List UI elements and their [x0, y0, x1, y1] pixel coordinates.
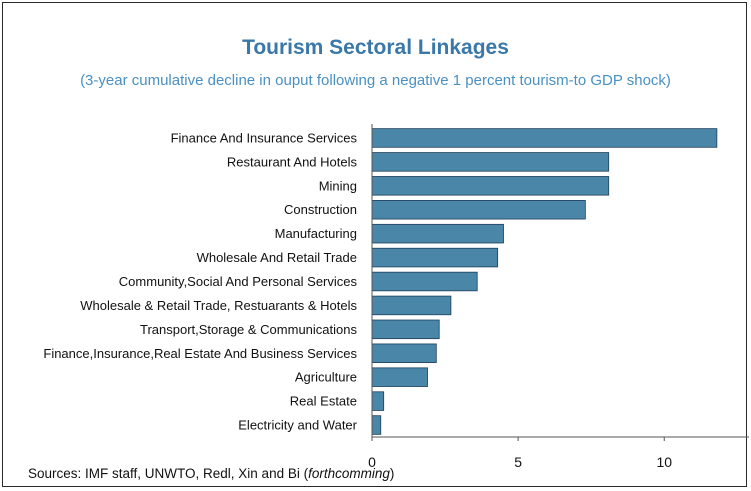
- chart-title: Tourism Sectoral Linkages: [242, 36, 509, 59]
- bar: [371, 223, 504, 244]
- category-label: Construction: [284, 202, 357, 217]
- x-tick-label: 5: [514, 454, 522, 470]
- x-axis: 0 5 10: [368, 124, 749, 470]
- category-label: Transport,Storage & Communications: [140, 322, 358, 337]
- category-label: Wholesale & Retail Trade, Restuarants & …: [80, 298, 357, 313]
- source-suffix: ): [389, 466, 395, 481]
- category-label: Finance,Insurance,Real Estate And Busine…: [43, 346, 357, 361]
- bar: [371, 391, 385, 411]
- source-text: Sources: IMF staff, UNWTO, Redl, Xin and…: [28, 466, 309, 481]
- category-label: Electricity and Water: [238, 418, 357, 433]
- bar: [371, 271, 478, 292]
- bar: [371, 152, 610, 172]
- bar: [371, 247, 499, 268]
- category-label: Manufacturing: [275, 226, 357, 241]
- bar: [371, 176, 610, 196]
- category-label: Mining: [319, 178, 357, 193]
- category-label: Finance And Insurance Services: [171, 130, 358, 145]
- x-tick-label: 0: [368, 454, 376, 470]
- x-tick-label: 10: [656, 454, 672, 470]
- bars-layer: [371, 128, 718, 435]
- bar: [371, 319, 440, 340]
- chart-subtitle: (3-year cumulative decline in ouput foll…: [80, 72, 671, 89]
- bar: [371, 415, 382, 435]
- bar: [371, 200, 586, 220]
- category-labels: Finance And Insurance Services Restaurant…: [43, 130, 357, 432]
- category-label: Wholesale And Retail Trade: [197, 250, 357, 265]
- bar: [371, 128, 718, 148]
- bar: [371, 343, 437, 363]
- category-label: Real Estate: [290, 394, 357, 409]
- source-note: Sources: IMF staff, UNWTO, Redl, Xin and…: [28, 466, 394, 481]
- source-italic: forthcomming: [308, 466, 390, 481]
- category-label: Agriculture: [295, 370, 357, 385]
- bar: [371, 367, 428, 387]
- bar: [371, 295, 452, 316]
- category-label: Restaurant And Hotels: [227, 154, 358, 169]
- category-label: Community,Social And Personal Services: [119, 274, 358, 289]
